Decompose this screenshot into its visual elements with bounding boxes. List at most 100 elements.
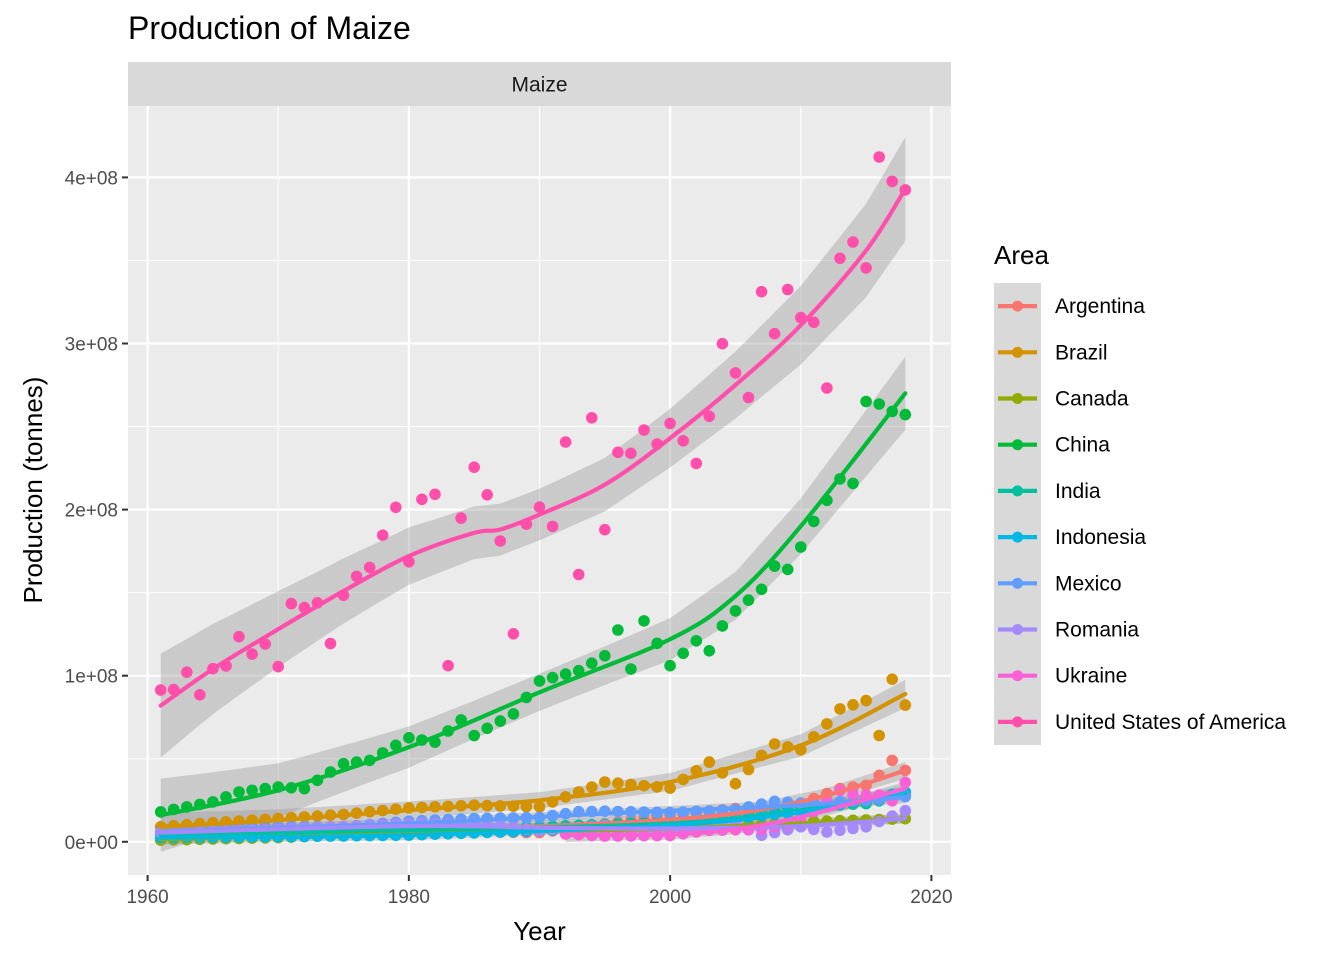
legend-key-point xyxy=(1012,577,1023,589)
data-point xyxy=(768,327,781,340)
y-tick-label: 3e+08 xyxy=(65,335,118,356)
data-point xyxy=(899,699,912,711)
legend-key-background xyxy=(994,283,1041,745)
data-point xyxy=(390,501,402,514)
data-point xyxy=(834,252,846,265)
x-tick-label: 2020 xyxy=(910,887,952,908)
facet-strip xyxy=(128,62,951,106)
x-tick-label: 2000 xyxy=(649,887,691,908)
data-point xyxy=(729,605,742,617)
data-point xyxy=(821,718,833,730)
data-point xyxy=(533,675,546,687)
data-point xyxy=(677,647,689,660)
data-point xyxy=(860,395,872,408)
data-point xyxy=(612,777,624,789)
data-point xyxy=(363,561,376,574)
data-point xyxy=(533,501,546,513)
data-point xyxy=(546,671,559,684)
data-point xyxy=(599,650,611,662)
y-tick-label: 4e+08 xyxy=(65,168,118,189)
trend-lines xyxy=(158,186,908,842)
legend-key-point xyxy=(1012,439,1023,451)
data-point xyxy=(559,668,572,680)
data-point xyxy=(233,630,245,643)
data-point xyxy=(781,283,794,296)
axes: 1960 1980 2000 2020 0e+00 1e+08 2e+08 3e+08 4e+0… xyxy=(65,168,953,908)
data-point xyxy=(494,715,507,727)
data-point xyxy=(442,659,454,672)
data-point xyxy=(690,635,703,647)
data-point xyxy=(834,703,846,715)
data-point xyxy=(821,382,833,394)
data-point xyxy=(899,776,912,789)
data-point xyxy=(899,804,912,817)
data-point xyxy=(233,786,245,798)
data-point xyxy=(664,417,676,430)
legend-label: Mexico xyxy=(1055,572,1122,595)
legend: Argentina Brazil Canada China India Indonesia… xyxy=(994,283,1286,745)
data-point xyxy=(403,732,415,744)
legend-key-point xyxy=(1012,393,1023,404)
x-tick-label: 1960 xyxy=(126,887,168,908)
data-point xyxy=(246,784,258,797)
legend-title: Area xyxy=(994,240,1049,270)
data-point xyxy=(376,529,389,541)
data-point xyxy=(742,594,755,606)
data-point xyxy=(768,738,781,750)
legend-label: Ukraine xyxy=(1055,665,1127,688)
facet-strip-label: Maize xyxy=(511,74,567,97)
data-point xyxy=(638,615,650,627)
data-point xyxy=(677,435,689,447)
legend-key-point xyxy=(1012,531,1023,543)
data-point xyxy=(755,285,768,298)
data-point xyxy=(429,488,441,501)
data-point xyxy=(847,236,859,248)
data-point xyxy=(586,781,598,793)
trend-line xyxy=(563,786,908,838)
data-point xyxy=(494,535,507,547)
data-point xyxy=(860,262,872,274)
data-point xyxy=(703,645,716,657)
data-point xyxy=(324,637,337,650)
data-point xyxy=(612,624,624,636)
legend-label: Argentina xyxy=(1055,295,1145,318)
confidence-band xyxy=(160,137,906,758)
legend-key-point xyxy=(1012,716,1023,728)
data-point xyxy=(546,520,559,533)
data-point xyxy=(455,512,467,524)
data-point xyxy=(664,782,676,794)
data-point xyxy=(834,824,846,837)
data-point xyxy=(416,493,428,506)
data-point xyxy=(154,684,167,696)
data-point xyxy=(703,410,716,423)
data-point xyxy=(716,337,729,350)
data-point xyxy=(899,408,912,421)
grid-major xyxy=(128,106,951,875)
trend-line xyxy=(158,691,908,829)
data-point xyxy=(847,699,859,711)
data-point xyxy=(468,729,481,742)
data-point xyxy=(246,648,258,660)
data-point xyxy=(821,826,833,838)
data-point xyxy=(768,795,781,808)
data-point xyxy=(625,663,637,675)
data-point xyxy=(468,461,481,474)
data-point xyxy=(873,729,885,742)
legend-label: United States of America xyxy=(1055,711,1286,734)
data-point xyxy=(481,489,494,501)
data-point xyxy=(755,583,768,596)
data-point xyxy=(808,316,820,329)
y-tick-label: 2e+08 xyxy=(65,501,118,522)
data-point xyxy=(742,763,755,776)
legend-label: India xyxy=(1055,480,1101,503)
data-point xyxy=(638,424,650,436)
data-point xyxy=(350,570,363,583)
chart-title: Production of Maize xyxy=(128,10,411,46)
data-point xyxy=(716,620,729,632)
legend-label: China xyxy=(1055,434,1110,457)
data-point xyxy=(847,822,859,835)
data-point xyxy=(729,777,742,790)
y-tick-label: 1e+08 xyxy=(65,667,118,688)
data-point xyxy=(664,659,676,672)
